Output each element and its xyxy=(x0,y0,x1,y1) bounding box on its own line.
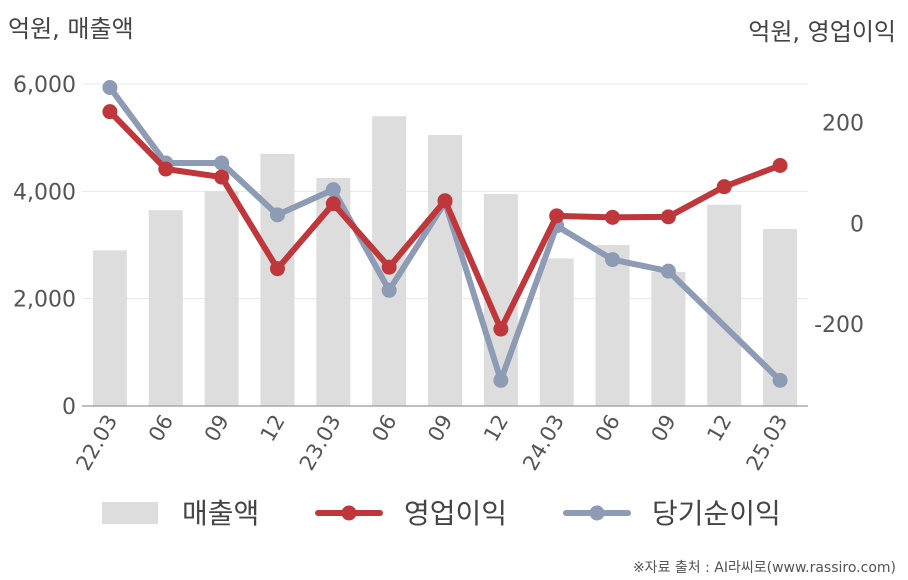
legend: 매출액 영업이익 당기순이익 xyxy=(102,497,781,530)
point-net-income xyxy=(381,282,397,298)
point-net-income xyxy=(493,372,509,388)
x-tick-label: 12 xyxy=(479,411,513,446)
bar-revenue xyxy=(595,245,630,406)
x-tick-label: 25.03 xyxy=(742,411,793,475)
point-operating-profit xyxy=(660,209,676,225)
legend-marker-operating-profit xyxy=(341,505,357,521)
point-operating-profit xyxy=(381,259,397,275)
x-tick-label: 09 xyxy=(647,411,681,446)
x-tick-label: 06 xyxy=(144,411,178,446)
point-operating-profit xyxy=(605,209,621,225)
left-unit-label: 억원, 매출액 xyxy=(8,15,134,43)
y-right-tick-label: 0 xyxy=(850,212,864,237)
legend-swatch-revenue xyxy=(102,502,158,524)
x-tick-label: 09 xyxy=(423,411,457,446)
point-net-income xyxy=(325,182,341,198)
y-right-tick-label: -200 xyxy=(814,313,864,338)
legend-label-net-income: 당기순이익 xyxy=(652,497,781,530)
x-tick-label: 12 xyxy=(702,411,736,446)
y-left-tick-label: 4,000 xyxy=(13,180,76,205)
point-net-income xyxy=(214,155,230,171)
bar-revenue xyxy=(92,250,127,406)
point-operating-profit xyxy=(214,169,230,185)
legend-label-operating-profit: 영업이익 xyxy=(404,497,507,530)
x-tick-label: 12 xyxy=(256,411,290,446)
x-tick-label: 06 xyxy=(591,411,625,446)
point-operating-profit xyxy=(716,179,732,195)
point-operating-profit xyxy=(102,104,118,120)
y-left-tick-label: 0 xyxy=(62,395,76,420)
x-tick-label: 22.03 xyxy=(71,411,122,475)
legend-label-revenue: 매출액 xyxy=(182,497,259,530)
point-net-income xyxy=(660,263,676,279)
bar-revenue xyxy=(539,258,574,406)
point-operating-profit xyxy=(269,261,285,277)
point-net-income xyxy=(102,80,118,96)
bar-revenue xyxy=(428,134,462,406)
bar-revenue xyxy=(260,153,295,406)
point-operating-profit xyxy=(493,321,509,337)
point-operating-profit xyxy=(437,193,453,209)
x-tick-label: 24.03 xyxy=(518,411,569,475)
line-net-income xyxy=(106,84,784,384)
y-left-tick-label: 6,000 xyxy=(13,73,76,98)
point-operating-profit xyxy=(325,196,341,212)
bar-revenue xyxy=(707,204,742,406)
point-operating-profit xyxy=(158,161,174,177)
point-operating-profit xyxy=(772,158,788,174)
x-tick-label: 09 xyxy=(200,411,234,446)
bar-revenue xyxy=(204,191,239,406)
bars xyxy=(92,116,798,406)
legend-marker-net-income xyxy=(589,505,605,521)
point-net-income xyxy=(605,252,621,268)
lines xyxy=(102,80,788,388)
bar-revenue xyxy=(148,210,183,406)
x-tick-label: 06 xyxy=(367,411,401,446)
x-tick-label: 23.03 xyxy=(295,411,346,475)
point-net-income xyxy=(269,207,285,223)
point-operating-profit xyxy=(549,208,565,224)
right-unit-label: 억원, 영업이익 xyxy=(748,18,896,46)
source-note: ※자료 출처 : AI라씨로(www.rassiro.com) xyxy=(633,560,896,576)
bar-revenue xyxy=(651,271,686,406)
point-net-income xyxy=(772,372,788,388)
y-left-tick-label: 2,000 xyxy=(13,288,76,313)
y-right-tick-label: 200 xyxy=(822,112,864,137)
